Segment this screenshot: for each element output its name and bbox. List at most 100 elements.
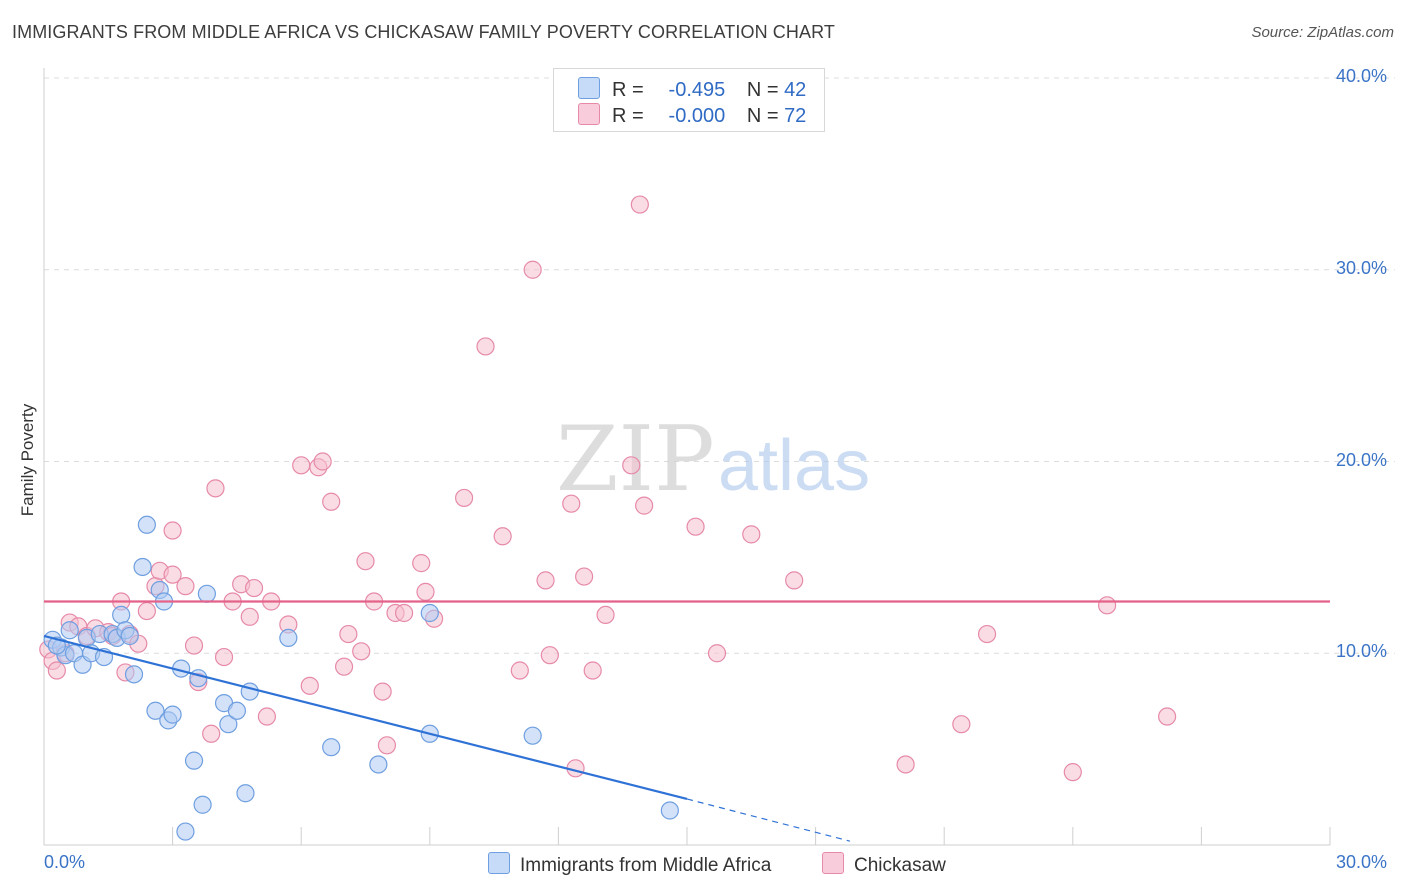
chickasaw-point	[476, 337, 495, 356]
chickasaw-point	[630, 195, 649, 214]
y-tick-label: 40.0%	[1336, 66, 1388, 86]
chickasaw-point	[163, 521, 182, 540]
chickasaw-point	[137, 601, 156, 621]
chickasaw-point	[454, 488, 474, 508]
bottom-legend-middle-africa: Immigrants from Middle Africa	[488, 852, 771, 877]
chickasaw-point	[244, 578, 264, 598]
bottom-legend-swatch-blue	[488, 852, 510, 874]
chickasaw-point	[523, 260, 542, 279]
gridlines	[44, 77, 1395, 654]
chickasaw-point	[540, 646, 559, 665]
middle-africa-point	[219, 715, 238, 734]
chickasaw-point	[686, 517, 705, 536]
chickasaw-point	[583, 661, 602, 680]
chickasaw-point	[377, 736, 397, 755]
legend-r-label: R =	[612, 105, 644, 127]
chickasaw-point	[184, 636, 204, 655]
chickasaw-point	[313, 452, 332, 471]
chickasaw-point	[510, 661, 529, 680]
middle-africa-point	[369, 755, 388, 774]
middle-africa-point	[60, 621, 79, 640]
middle-africa-point	[163, 705, 182, 724]
chickasaw-point	[176, 577, 195, 596]
chickasaw-point	[596, 605, 615, 625]
bottom-legend-label-2: Chickasaw	[854, 855, 946, 876]
middle-africa-point	[236, 784, 255, 803]
source-label: Source: ZipAtlas.com	[1251, 24, 1394, 41]
axes	[43, 68, 1331, 846]
middle-africa-point	[227, 701, 246, 720]
watermark: ZIP atlas	[556, 407, 870, 512]
chickasaw-point	[742, 525, 761, 544]
chickasaw-point	[785, 571, 804, 590]
middle-africa-point	[322, 738, 341, 757]
chickasaw-point	[163, 565, 182, 584]
chickasaw-point	[412, 554, 431, 573]
trend-lines	[43, 600, 1330, 842]
middle-africa-point	[523, 726, 542, 745]
middle-africa-point	[112, 605, 131, 625]
legend-swatch-blue	[578, 77, 600, 99]
middle-africa-point	[193, 795, 212, 814]
middle-africa-point	[184, 751, 204, 770]
legend-n-value-1: 42	[784, 79, 807, 101]
chickasaw-point	[1097, 596, 1117, 615]
chickasaw-point	[575, 567, 594, 586]
legend-row-middle-africa: R = -0.495 N = 42	[578, 77, 807, 101]
legend-r-value-1: -0.495	[668, 79, 726, 101]
chickasaw-point	[356, 552, 375, 571]
chickasaw-point	[896, 755, 915, 774]
chickasaw-point	[536, 571, 555, 590]
bottom-legend-chickasaw: Chickasaw	[822, 852, 946, 877]
y-tick-label: 10.0%	[1336, 641, 1388, 662]
chickasaw-point	[322, 492, 341, 511]
middle-africa-point	[197, 584, 216, 603]
middle-africa-point	[660, 801, 679, 820]
bottom-legend-swatch-pink	[822, 852, 844, 874]
bottom-legend-label-1: Immigrants from Middle Africa	[520, 855, 772, 876]
middle-africa-point	[137, 515, 156, 534]
watermark-atlas: atlas	[718, 426, 870, 506]
middle-africa-points	[43, 515, 679, 841]
chickasaw-point	[214, 647, 234, 667]
chickasaw-point	[416, 582, 435, 601]
chickasaw-point	[394, 603, 414, 623]
middle-africa-trend-line	[43, 634, 688, 801]
y-axis-label: Family Poverty	[18, 403, 37, 517]
y-tick-label: 20.0%	[1336, 449, 1388, 470]
middle-africa-point	[146, 701, 165, 720]
chickasaw-point	[300, 676, 319, 695]
middle-africa-point	[176, 822, 195, 841]
chickasaw-point	[977, 624, 997, 644]
chickasaw-point	[47, 661, 66, 680]
chickasaw-point	[622, 456, 641, 475]
chickasaw-point	[240, 607, 259, 626]
middle-africa-point	[279, 628, 298, 648]
chickasaw-point	[339, 624, 358, 644]
chickasaw-point	[292, 456, 311, 475]
middle-africa-point	[133, 557, 152, 577]
middle-africa-point	[120, 626, 139, 646]
x-tick-max: 30.0%	[1336, 852, 1388, 872]
chickasaw-point	[562, 494, 581, 513]
correlation-legend: R = -0.495 N = 42 R = -0.000 N = 72	[553, 68, 825, 132]
legend-n-value-2: 72	[784, 105, 807, 127]
chickasaw-point	[257, 707, 277, 726]
chickasaw-point	[1158, 707, 1177, 726]
y-tick-label: 30.0%	[1336, 257, 1388, 278]
middle-africa-point	[189, 669, 208, 688]
legend-n-label: N =	[746, 79, 779, 101]
chickasaw-point	[206, 479, 225, 498]
chickasaw-point	[334, 657, 354, 676]
middle-africa-trend-extension	[686, 798, 851, 842]
chickasaw-point	[202, 724, 221, 743]
chickasaw-point	[1063, 763, 1082, 782]
chickasaw-point	[635, 496, 654, 515]
legend-r-value-2: -0.000	[668, 105, 726, 127]
middle-africa-point	[420, 603, 439, 623]
chickasaw-point	[352, 642, 371, 661]
legend-swatch-pink	[578, 103, 600, 125]
chart-title: IMMIGRANTS FROM MIDDLE AFRICA VS CHICKAS…	[12, 22, 835, 42]
chickasaw-point	[493, 527, 512, 546]
